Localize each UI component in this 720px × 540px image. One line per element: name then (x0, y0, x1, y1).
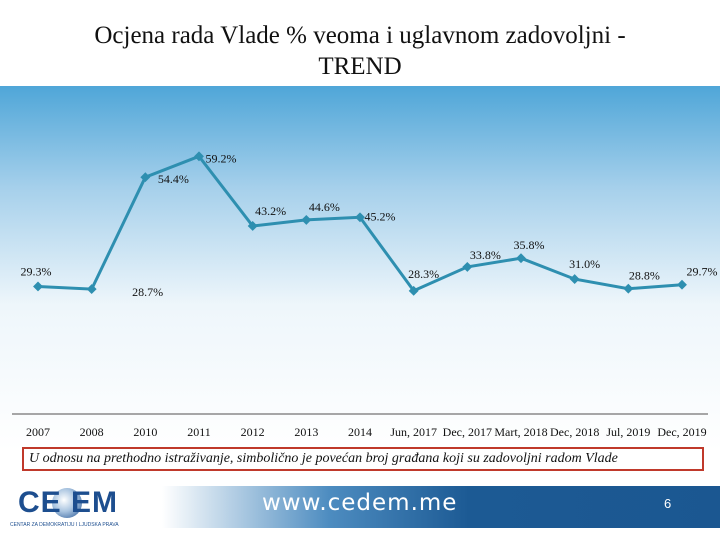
data-point-12 (677, 279, 687, 290)
data-label-2: 54.4% (158, 172, 189, 186)
logo-subtitle: CENTAR ZA DEMOKRATIJU I LJUDSKA PRAVA (10, 522, 119, 528)
x-tick-label-3: 2011 (187, 425, 211, 439)
slide-title: Ocjena rada Vlade % veoma i uglavnom zad… (94, 22, 626, 80)
data-point-9 (516, 253, 526, 264)
data-point-2 (140, 172, 151, 183)
x-tick-label-12: Dec, 2019 (657, 425, 706, 439)
data-label-8: 33.8% (470, 248, 501, 262)
data-label-12: 29.7% (687, 265, 718, 279)
data-point-0 (33, 281, 43, 292)
data-point-5 (301, 214, 312, 225)
data-markers (33, 151, 687, 296)
data-label-6: 45.2% (365, 209, 396, 223)
data-label-9: 35.8% (514, 238, 545, 252)
x-tick-label-0: 2007 (26, 425, 50, 439)
website-link[interactable]: www.cedem.me (262, 490, 458, 516)
footer-banner (162, 486, 720, 528)
logo-globe-icon (52, 488, 82, 518)
data-label-10: 31.0% (569, 257, 600, 271)
data-label-0: 29.3% (21, 264, 52, 278)
data-point-10 (569, 274, 580, 285)
x-tick-label-6: 2014 (348, 425, 372, 439)
cedem-logo: CE EM CENTAR ZA DEMOKRATIJU I LJUDSKA PR… (4, 484, 160, 532)
data-label-7: 28.3% (408, 267, 439, 281)
data-label-1: 28.7% (132, 285, 163, 299)
title-area: Ocjena rada Vlade % veoma i uglavnom zad… (0, 0, 720, 86)
data-labels: 29.3% 28.7% 54.4% 59.2% 43.2% 44.6% 45.2% 28.3%… (21, 151, 718, 299)
trend-line-chart: 29.3% 28.7% 54.4% 59.2% 43.2% 44.6% 45.2% 28.3%… (12, 151, 718, 439)
data-label-11: 28.8% (629, 269, 660, 283)
data-point-11 (623, 283, 634, 294)
x-tick-label-11: Jul, 2019 (606, 425, 650, 439)
data-point-3 (194, 151, 204, 162)
data-label-3: 59.2% (206, 151, 237, 165)
x-tick-label-5: 2013 (294, 425, 318, 439)
logo-text: CE EM (18, 486, 119, 519)
x-tick-label-9: Mart, 2018 (494, 425, 547, 439)
x-tick-label-7: Jun, 2017 (390, 425, 437, 439)
data-label-4: 43.2% (255, 204, 286, 218)
summary-note: U odnosu na prethodno istraživanje, simb… (22, 447, 704, 471)
data-label-5: 44.6% (309, 200, 340, 214)
data-point-8 (462, 261, 473, 272)
x-tick-labels: 2007 2008 2010 2011 2012 2013 2014 Jun, 2017 Dec… (26, 425, 707, 439)
data-point-1 (86, 284, 97, 295)
data-point-4 (247, 221, 258, 231)
x-tick-label-2: 2010 (133, 425, 157, 439)
x-tick-label-4: 2012 (241, 425, 265, 439)
chart-background (0, 86, 720, 451)
x-tick-label-10: Dec, 2018 (550, 425, 599, 439)
x-tick-label-8: Dec, 2017 (443, 425, 492, 439)
page-number: 6 (664, 496, 672, 511)
x-tick-label-1: 2008 (80, 425, 104, 439)
